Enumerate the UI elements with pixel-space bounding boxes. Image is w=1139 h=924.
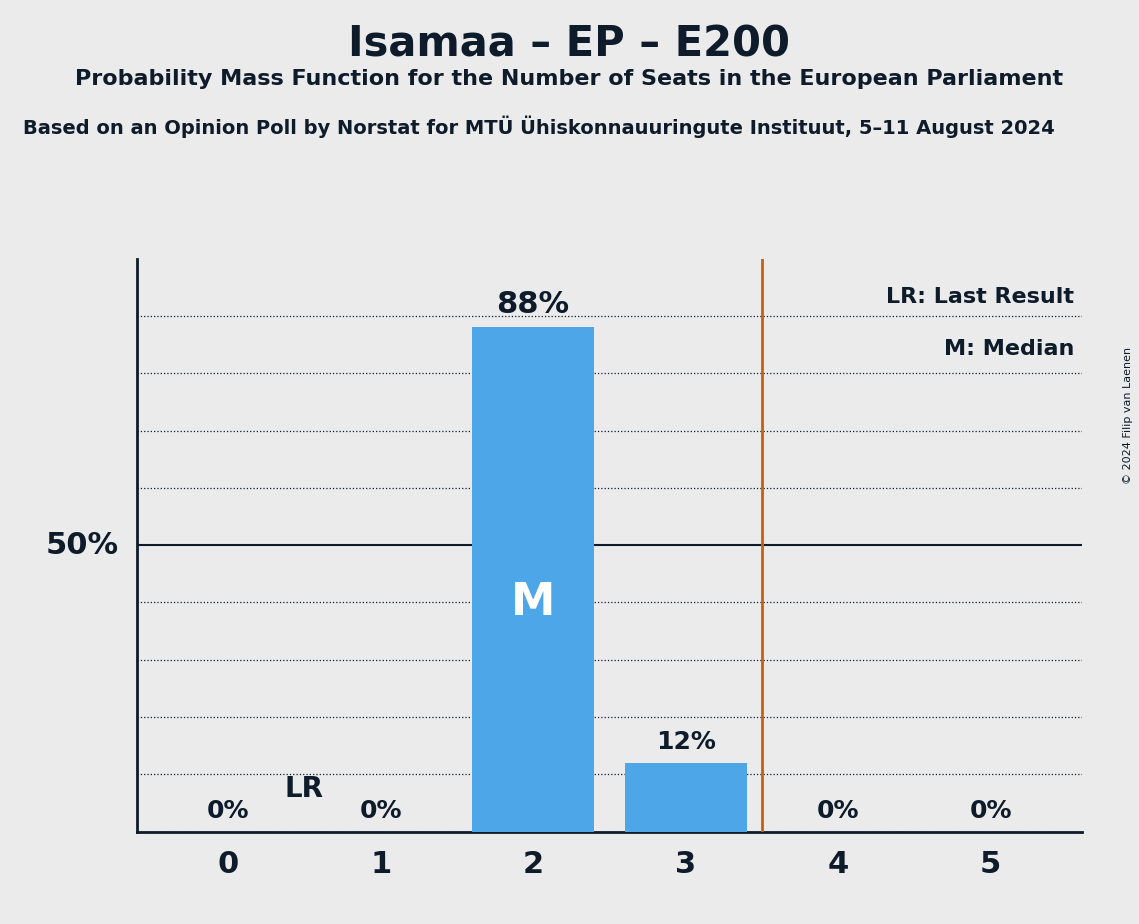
Bar	[473, 327, 595, 832]
Text: © 2024 Filip van Laenen: © 2024 Filip van Laenen	[1123, 347, 1133, 484]
Text: Probability Mass Function for the Number of Seats in the European Parliament: Probability Mass Function for the Number…	[75, 69, 1064, 90]
Text: 12%: 12%	[656, 730, 715, 754]
Text: 88%: 88%	[497, 290, 570, 319]
Text: Isamaa – EP – E200: Isamaa – EP – E200	[349, 23, 790, 65]
Text: 0%: 0%	[817, 799, 859, 823]
Bar	[624, 763, 746, 832]
Text: M: Median: M: Median	[944, 339, 1074, 359]
Text: Based on an Opinion Poll by Norstat for MTÜ Ühiskonnauuringute Instituut, 5–11 A: Based on an Opinion Poll by Norstat for …	[23, 116, 1055, 138]
Text: LR: Last Result: LR: Last Result	[886, 287, 1074, 308]
Text: M: M	[511, 581, 556, 624]
Text: 0%: 0%	[360, 799, 402, 823]
Text: 0%: 0%	[207, 799, 249, 823]
Text: LR: LR	[285, 774, 323, 803]
Text: 0%: 0%	[969, 799, 1011, 823]
Text: 50%: 50%	[46, 530, 118, 560]
